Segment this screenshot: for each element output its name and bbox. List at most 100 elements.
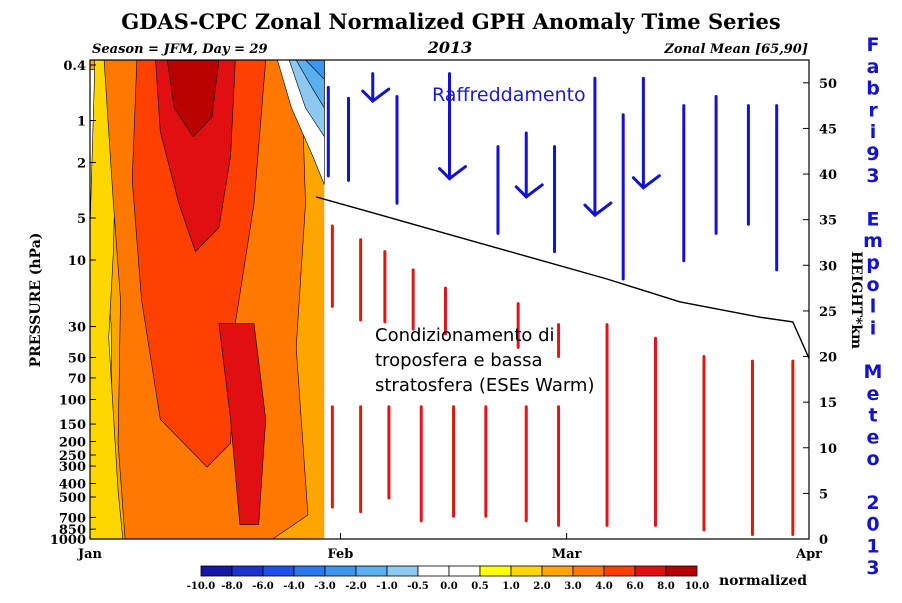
axes: 0.41251030507010015020025030040050070085… bbox=[50, 59, 837, 562]
signature-char-23: 0 bbox=[866, 514, 879, 536]
warm-label: Condizionamento di troposfera e bassa st… bbox=[375, 325, 595, 396]
plot-frame bbox=[89, 59, 810, 540]
colorbar-unit: normalized bbox=[719, 573, 807, 589]
cooling-arrowhead-9 bbox=[583, 201, 613, 218]
colorbar-label-15: 6.0 bbox=[626, 581, 643, 592]
colorbar-label-9: 0.0 bbox=[440, 581, 457, 592]
signature-char-10: m bbox=[863, 230, 883, 252]
pressure-tick-label-16: 700 bbox=[59, 511, 86, 526]
pressure-tick-label-15: 500 bbox=[59, 491, 86, 506]
cooling-arrowhead-11 bbox=[631, 174, 661, 190]
signature-char-24: 1 bbox=[866, 535, 879, 557]
annotation-overlay bbox=[316, 72, 810, 536]
warm-label-line-3: stratosfera (ESEs Warm) bbox=[375, 375, 595, 396]
colorbar-swatch-10 bbox=[479, 565, 512, 577]
pressure-tick-label-11: 200 bbox=[59, 435, 86, 450]
colorbar-label-7: -1.0 bbox=[376, 581, 398, 592]
colorbar-swatch-4 bbox=[293, 565, 326, 577]
colorbar-swatch-14 bbox=[603, 565, 636, 577]
pressure-tick-label-18: 1000 bbox=[50, 533, 86, 548]
colorbar-label-13: 3.0 bbox=[564, 581, 581, 592]
height-tick-label-7: 20 bbox=[819, 351, 837, 366]
colorbar-label-4: -4.0 bbox=[283, 581, 305, 592]
chart-title: GDAS-CPC Zonal Normalized GPH Anomaly Ti… bbox=[121, 9, 780, 34]
colorbar-swatch-13 bbox=[572, 565, 605, 577]
colorbar-label-11: 1.0 bbox=[502, 581, 519, 592]
x-tick-label-2: Feb bbox=[327, 547, 353, 562]
pressure-tick-label-12: 250 bbox=[59, 449, 86, 464]
boundary-line bbox=[316, 196, 810, 359]
colorbar-swatch-16 bbox=[665, 565, 698, 577]
colorbar-label-16: 8.0 bbox=[657, 581, 674, 592]
pressure-tick-label-14: 400 bbox=[59, 477, 86, 492]
colorbar-swatch-3 bbox=[262, 565, 295, 577]
height-tick-label-10: 5 bbox=[819, 487, 828, 502]
signature-char-7: 3 bbox=[866, 165, 879, 187]
signature-char-19: e bbox=[867, 426, 880, 448]
colorbar-swatch-7 bbox=[386, 565, 419, 577]
height-tick-label-4: 35 bbox=[819, 214, 837, 229]
signature-char-20: o bbox=[866, 448, 879, 470]
height-tick-label-3: 40 bbox=[819, 168, 837, 183]
pressure-tick-label-17: 850 bbox=[59, 523, 86, 538]
signature-char-17: e bbox=[867, 383, 880, 405]
colorbar: -10.0 -8.0 -6.0 -4.0 -3.0 -2.0 -1.0 -0.5 0.0 0.5 1… bbox=[187, 565, 709, 592]
colorbar-swatch-2 bbox=[231, 565, 264, 577]
colorbar-label-10: 0.5 bbox=[471, 581, 488, 592]
height-tick-label-1: 50 bbox=[819, 77, 837, 92]
signature-char-6: 9 bbox=[866, 143, 879, 165]
colorbar-swatch-15 bbox=[634, 565, 667, 577]
signature-char-22: 2 bbox=[866, 492, 879, 514]
pressure-tick-label-3: 2 bbox=[77, 157, 86, 172]
height-tick-label-6: 25 bbox=[819, 305, 837, 320]
colorbar-label-2: -8.0 bbox=[221, 581, 243, 592]
signature-char-3: b bbox=[866, 78, 880, 100]
pressure-tick-label-1: 0.4 bbox=[63, 59, 86, 74]
signature-char-14: i bbox=[870, 317, 877, 339]
signature-char-13: l bbox=[870, 296, 877, 318]
height-tick-label-9: 10 bbox=[819, 442, 837, 457]
signature-char-12: o bbox=[866, 274, 879, 296]
colorbar-label-3: -6.0 bbox=[252, 581, 274, 592]
warm-label-line-1: Condizionamento di bbox=[375, 325, 555, 346]
pressure-tick-label-4: 5 bbox=[77, 212, 86, 227]
cooling-arrowhead-3 bbox=[361, 87, 391, 104]
colorbar-swatch-11 bbox=[510, 565, 543, 577]
x-tick-label-3: Mar bbox=[552, 547, 582, 562]
colorbar-swatch-5 bbox=[324, 565, 357, 577]
contour-6-8-lower bbox=[218, 323, 267, 525]
pressure-tick-label-7: 50 bbox=[68, 352, 86, 367]
colorbar-label-8: -0.5 bbox=[407, 581, 429, 592]
height-tick-label-8: 15 bbox=[819, 396, 837, 411]
signature-char-2: a bbox=[867, 56, 880, 78]
signature-char-18: t bbox=[868, 405, 877, 427]
pressure-tick-label-9: 100 bbox=[59, 394, 86, 409]
pressure-tick-label-13: 300 bbox=[59, 460, 86, 475]
pressure-tick-label-2: 1 bbox=[77, 115, 86, 130]
colorbar-label-5: -3.0 bbox=[314, 581, 336, 592]
pressure-tick-label-5: 10 bbox=[68, 254, 86, 269]
warm-label-line-2: troposfera e bassa bbox=[375, 350, 543, 371]
colorbar-label-12: 2.0 bbox=[533, 581, 550, 592]
signature-char-4: r bbox=[868, 99, 878, 121]
cooling-arrowhead-5 bbox=[438, 165, 467, 181]
subtitle-right: Zonal Mean [65,90] bbox=[663, 42, 808, 57]
colorbar-swatch-1 bbox=[200, 565, 233, 577]
pressure-tick-label-8: 70 bbox=[68, 372, 86, 387]
colorbar-label-17: 10.0 bbox=[685, 581, 709, 592]
colorbar-label-1: -10.0 bbox=[187, 581, 216, 592]
pressure-tick-label-6: 30 bbox=[68, 321, 86, 336]
y-axis-label: PRESSURE (hPa) bbox=[28, 233, 44, 368]
signature-char-16: M bbox=[864, 361, 883, 383]
x-tick-label-4: Apr bbox=[795, 547, 822, 562]
pressure-tick-label-10: 150 bbox=[59, 418, 86, 433]
cooling-arrowhead-7 bbox=[514, 183, 544, 199]
height-tick-label-11: 0 bbox=[819, 533, 828, 548]
height-tick-label-2: 45 bbox=[819, 122, 837, 137]
subtitle-year: 2013 bbox=[427, 38, 473, 57]
signature-char-1: F bbox=[867, 34, 880, 56]
signature-char-25: 3 bbox=[866, 557, 879, 579]
y2-axis-label: HEIGHT*km bbox=[848, 251, 864, 349]
